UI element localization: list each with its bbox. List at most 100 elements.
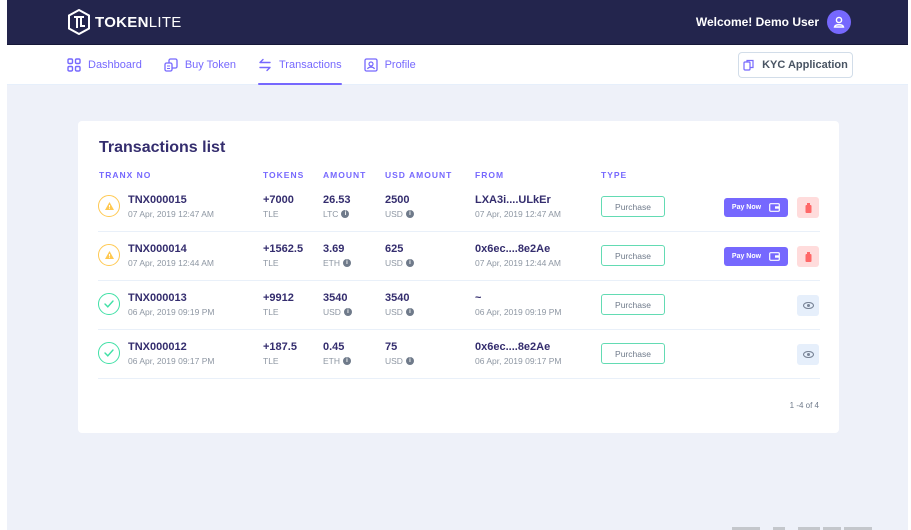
info-icon[interactable]: i	[405, 308, 414, 316]
type-badge: Purchase	[601, 245, 665, 266]
from-date: 06 Apr, 2019 09:17 PM	[475, 356, 562, 366]
nav-item-buy-token[interactable]: Buy Token	[164, 45, 236, 85]
tranx-no: TNX000013	[128, 292, 187, 304]
nav-label: Dashboard	[88, 59, 142, 71]
tokens-unit: TLE	[263, 209, 279, 219]
pagination-info: 1 -4 of 4	[789, 401, 819, 410]
tranx-date: 06 Apr, 2019 09:17 PM	[128, 356, 215, 366]
trash-icon	[805, 251, 811, 262]
column-header-from: FROM	[475, 170, 505, 180]
info-icon[interactable]: i	[405, 357, 414, 365]
amount-value: 0.45	[323, 341, 345, 353]
nav-item-profile[interactable]: Profile	[363, 45, 416, 85]
from-address: LXA3i....ULkEr	[475, 194, 551, 206]
usd-amount-value: 2500	[385, 194, 410, 206]
tokens-value: +187.5	[263, 341, 297, 353]
trash-icon	[805, 202, 811, 213]
from-date: 07 Apr, 2019 12:47 AM	[475, 209, 562, 219]
from-address: 0x6ec....8e2Ae	[475, 243, 551, 255]
from-address: ~	[475, 292, 482, 304]
type-badge: Purchase	[601, 343, 665, 364]
approved-status-icon	[98, 293, 120, 315]
table-row[interactable]: TNX000012 06 Apr, 2019 09:17 PM +187.5 T…	[98, 330, 820, 379]
from-date: 07 Apr, 2019 12:44 AM	[475, 258, 562, 268]
from-address: 0x6ec....8e2Ae	[475, 341, 551, 353]
amount-value: 3.69	[323, 243, 345, 255]
amount-unit: LTC	[323, 209, 339, 219]
table-row[interactable]: TNX000013 06 Apr, 2019 09:19 PM +9912 TL…	[98, 281, 820, 330]
user-menu[interactable]: Welcome! Demo User	[696, 10, 851, 34]
nav-bar: Dashboard Buy Token Transactions	[7, 45, 908, 85]
amount-unit: ETH	[323, 356, 340, 366]
usd-unit: USD	[385, 356, 403, 366]
tranx-no: TNX000012	[128, 341, 187, 353]
approved-status-icon	[98, 342, 120, 364]
kyc-application-button[interactable]: KYC Application	[738, 52, 853, 78]
table-row[interactable]: TNX000014 07 Apr, 2019 12:44 AM +1562.5 …	[98, 232, 820, 281]
tranx-no: TNX000015	[128, 194, 187, 206]
nav-item-dashboard[interactable]: Dashboard	[67, 45, 142, 85]
view-button[interactable]	[797, 295, 819, 316]
nav-label: Transactions	[279, 59, 342, 71]
tranx-no: TNX000014	[128, 243, 187, 255]
brand-name: TOKENLITE	[95, 13, 182, 31]
info-icon[interactable]: i	[341, 210, 350, 218]
nav-item-transactions[interactable]: Transactions	[258, 45, 342, 85]
transfer-arrows-icon	[259, 58, 271, 72]
tranx-date: 07 Apr, 2019 12:44 AM	[128, 258, 215, 268]
pay-now-label: Pay Now	[731, 204, 762, 211]
usd-amount-value: 75	[385, 341, 398, 353]
nav-label: Buy Token	[184, 59, 236, 71]
info-icon[interactable]: i	[405, 210, 414, 218]
column-header-type: TYPE	[601, 170, 628, 180]
transactions-card: Transactions list TRANX NO TOKENS AMOUNT…	[78, 121, 839, 433]
bottom-edge-artifacts	[732, 527, 872, 530]
column-header-amount: AMOUNT	[323, 170, 367, 180]
column-header-usd-amount: USD AMOUNT	[385, 170, 453, 180]
eye-icon	[802, 351, 814, 358]
app-frame: TOKENLITE Welcome! Demo User Dash	[7, 0, 908, 530]
wallet-icon	[769, 203, 780, 212]
tokens-unit: TLE	[263, 356, 279, 366]
coins-icon	[164, 58, 178, 72]
tokens-unit: TLE	[263, 258, 279, 268]
pending-status-icon	[98, 195, 120, 217]
warning-icon	[104, 202, 114, 210]
usd-unit: USD	[385, 307, 403, 317]
amount-value: 3540	[323, 292, 348, 304]
checkmark-icon	[104, 349, 114, 357]
table-row[interactable]: TNX000015 07 Apr, 2019 12:47 AM +7000 TL…	[98, 183, 820, 232]
documents-icon	[743, 59, 754, 71]
warning-icon	[104, 251, 114, 259]
info-icon[interactable]: i	[343, 259, 351, 267]
logo[interactable]: TOKENLITE	[67, 9, 182, 35]
welcome-text: Welcome! Demo User	[695, 15, 819, 29]
amount-value: 26.53	[323, 194, 351, 206]
pay-now-button[interactable]: Pay Now	[724, 247, 788, 266]
tranx-date: 07 Apr, 2019 12:47 AM	[128, 209, 215, 219]
view-button[interactable]	[797, 344, 819, 365]
tokens-value: +7000	[263, 194, 294, 206]
info-icon[interactable]: i	[343, 357, 351, 365]
amount-unit: USD	[323, 307, 341, 317]
delete-button[interactable]	[797, 246, 819, 267]
type-badge: Purchase	[601, 196, 665, 217]
tranx-date: 06 Apr, 2019 09:19 PM	[128, 307, 215, 317]
pay-now-label: Pay Now	[731, 253, 762, 260]
grid-icon	[67, 58, 81, 72]
pending-status-icon	[98, 244, 120, 266]
user-icon	[833, 16, 845, 28]
nav-label: Profile	[384, 59, 416, 71]
type-badge: Purchase	[601, 294, 665, 315]
usd-amount-value: 625	[385, 243, 404, 255]
info-icon[interactable]: i	[343, 308, 352, 316]
logo-icon	[68, 9, 90, 35]
column-header-tranx-no: TRANX NO	[99, 170, 152, 180]
delete-button[interactable]	[797, 197, 819, 218]
wallet-icon	[769, 252, 780, 261]
amount-unit: ETH	[323, 258, 340, 268]
avatar[interactable]	[827, 10, 851, 34]
pay-now-button[interactable]: Pay Now	[724, 198, 788, 217]
eye-icon	[802, 302, 814, 309]
info-icon[interactable]: i	[405, 259, 414, 267]
